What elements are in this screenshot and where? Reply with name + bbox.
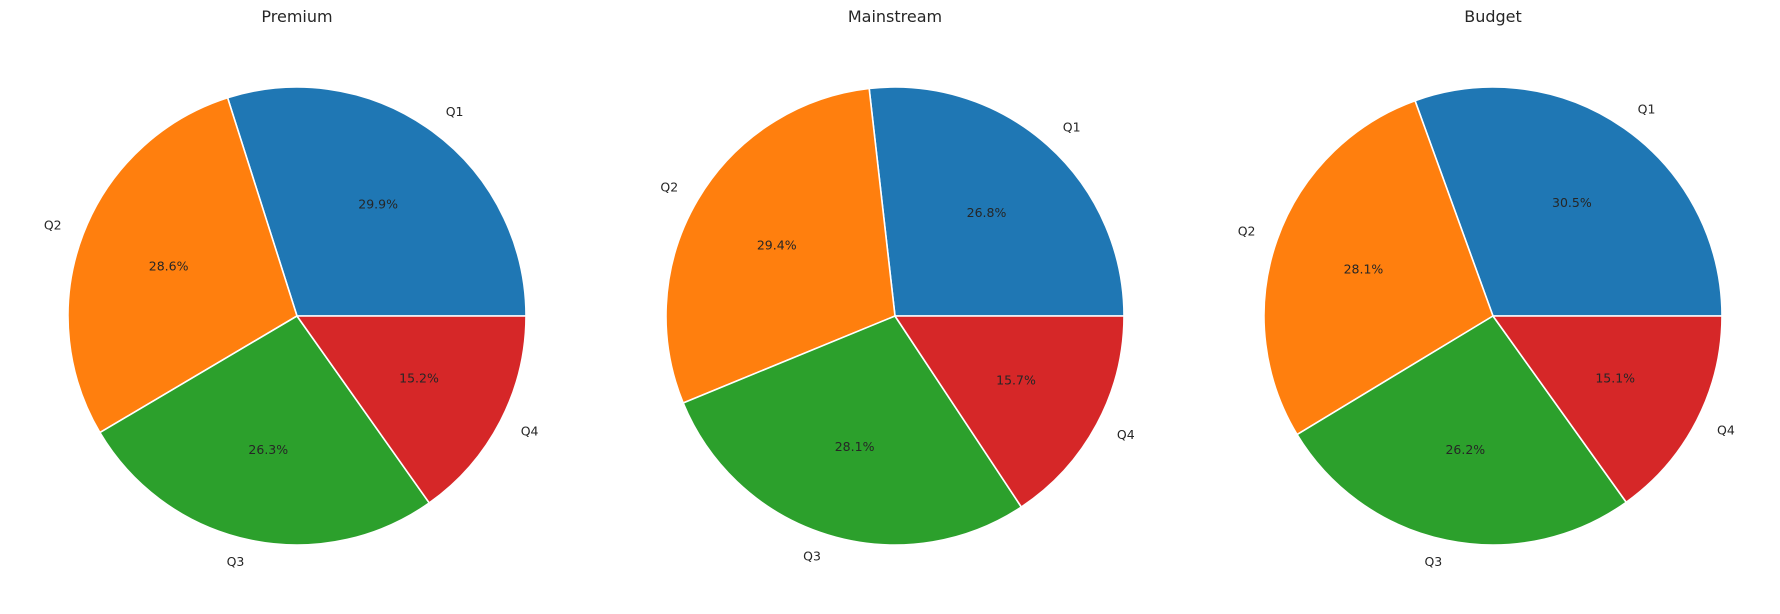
slice-label-budget-q1: Q1 (1638, 101, 1656, 116)
pie-title-mainstream: Mainstream (848, 7, 942, 26)
pct-label-budget-q2: 28.1% (1344, 262, 1384, 277)
pct-label-mainstream-q2: 29.4% (757, 238, 797, 253)
pct-label-mainstream-q1: 26.8% (967, 205, 1007, 220)
pie-slice-mainstream-q1 (868, 86, 1125, 317)
slice-label-premium-q1: Q1 (446, 104, 464, 119)
pie-slice-premium-q3 (99, 315, 431, 546)
slice-label-mainstream-q2: Q2 (660, 179, 678, 194)
pie-title-premium: Premium (261, 7, 332, 26)
pie-slice-premium-q4 (296, 315, 527, 504)
slice-label-premium-q4: Q4 (521, 423, 539, 438)
pie-chart-budget: Budget Q1 30.5% Q2 28.1% Q3 26.2% Q4 15.1% (1238, 7, 1735, 569)
slice-label-mainstream-q4: Q4 (1117, 427, 1135, 442)
slice-label-mainstream-q1: Q1 (1063, 120, 1081, 135)
pct-label-premium-q1: 29.9% (358, 197, 398, 212)
pie-slice-premium-q1 (226, 86, 527, 317)
pie-chart-premium: Premium Q1 29.9% Q2 28.6% Q3 26.3% Q4 15.2% (44, 7, 539, 569)
pct-label-mainstream-q4: 15.7% (996, 373, 1036, 388)
pie-slice-mainstream-q3 (682, 315, 1023, 546)
slice-label-mainstream-q3: Q3 (803, 548, 821, 563)
pct-label-premium-q2: 28.6% (149, 259, 189, 274)
pct-label-premium-q3: 26.3% (248, 442, 288, 457)
pct-label-budget-q3: 26.2% (1445, 442, 1485, 457)
slice-label-premium-q2: Q2 (44, 218, 62, 233)
pie-title-budget: Budget (1464, 7, 1522, 26)
slice-label-budget-q4: Q4 (1717, 423, 1735, 438)
pct-label-budget-q4: 15.1% (1595, 370, 1635, 385)
pie-slice-mainstream-q2 (665, 87, 896, 404)
pie-chart-mainstream: Mainstream Q1 26.8% Q2 29.4% Q3 28.1% Q4 15.7% (660, 7, 1134, 563)
slice-label-budget-q3: Q3 (1424, 554, 1442, 569)
pie-slice-budget-q4 (1492, 315, 1723, 504)
pie-slice-budget-q2 (1263, 99, 1494, 436)
pct-label-budget-q1: 30.5% (1552, 195, 1592, 210)
pie-slice-budget-q3 (1296, 315, 1628, 546)
pct-label-premium-q4: 15.2% (399, 371, 439, 386)
pie-slice-premium-q2 (67, 96, 298, 434)
slice-label-premium-q3: Q3 (227, 554, 245, 569)
pie-slice-mainstream-q4 (894, 315, 1125, 508)
pct-label-mainstream-q3: 28.1% (835, 439, 875, 454)
slice-label-budget-q2: Q2 (1238, 224, 1256, 239)
pie-slice-budget-q1 (1414, 86, 1723, 317)
